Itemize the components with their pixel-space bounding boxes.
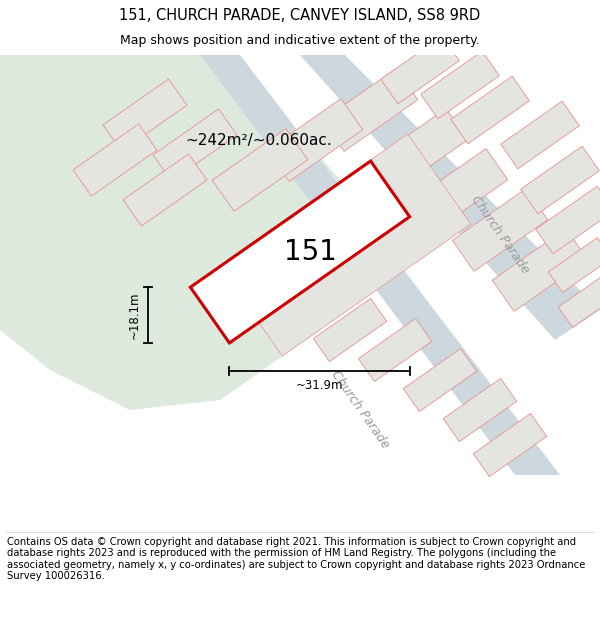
Polygon shape — [267, 99, 363, 181]
Polygon shape — [200, 55, 560, 475]
Polygon shape — [313, 299, 387, 361]
Polygon shape — [212, 129, 308, 211]
Polygon shape — [452, 189, 548, 271]
Polygon shape — [558, 272, 600, 328]
Polygon shape — [380, 36, 460, 104]
Text: 151, CHURCH PARADE, CANVEY ISLAND, SS8 9RD: 151, CHURCH PARADE, CANVEY ISLAND, SS8 9… — [119, 8, 481, 23]
Polygon shape — [0, 55, 370, 410]
Polygon shape — [473, 414, 547, 476]
Polygon shape — [103, 79, 187, 151]
Polygon shape — [358, 319, 432, 381]
Polygon shape — [443, 379, 517, 441]
Polygon shape — [536, 186, 600, 254]
Polygon shape — [322, 69, 418, 151]
Polygon shape — [412, 149, 508, 231]
Text: ~242m²/~0.060ac.: ~242m²/~0.060ac. — [185, 132, 332, 148]
Polygon shape — [492, 229, 588, 311]
Text: Map shows position and indicative extent of the property.: Map shows position and indicative extent… — [120, 34, 480, 47]
Polygon shape — [300, 55, 600, 340]
Polygon shape — [123, 154, 207, 226]
Polygon shape — [73, 124, 157, 196]
Text: Contains OS data © Crown copyright and database right 2021. This information is : Contains OS data © Crown copyright and d… — [7, 537, 586, 581]
Polygon shape — [403, 349, 477, 411]
Polygon shape — [451, 76, 529, 144]
Polygon shape — [421, 51, 499, 119]
Polygon shape — [521, 146, 599, 214]
Text: Church Parade: Church Parade — [469, 194, 532, 276]
Polygon shape — [153, 109, 237, 181]
Polygon shape — [219, 134, 471, 356]
Polygon shape — [500, 101, 580, 169]
Polygon shape — [190, 161, 410, 343]
Text: Church Parade: Church Parade — [328, 369, 392, 451]
Text: 151: 151 — [284, 238, 337, 266]
Text: ~18.1m: ~18.1m — [128, 291, 141, 339]
Polygon shape — [548, 238, 600, 292]
Polygon shape — [372, 109, 468, 191]
Text: ~31.9m: ~31.9m — [296, 379, 343, 392]
